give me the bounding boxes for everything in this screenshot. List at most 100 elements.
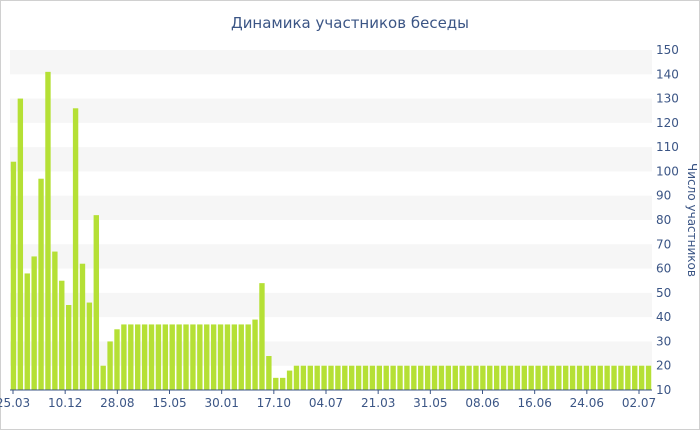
bars <box>10 71 652 391</box>
bar <box>452 365 458 390</box>
y-tick-label: 70 <box>656 237 671 251</box>
grid-band <box>10 195 652 220</box>
bar <box>362 365 369 390</box>
bar <box>549 365 555 390</box>
bar <box>404 365 410 390</box>
x-tick-label: 16.06 <box>517 396 551 410</box>
bar <box>72 108 79 390</box>
bar <box>204 324 210 390</box>
x-tick-label: 28.08 <box>100 396 134 410</box>
bar <box>445 365 452 390</box>
bar <box>569 365 576 390</box>
bar <box>293 365 300 390</box>
grid-bands <box>10 50 652 366</box>
bar <box>231 324 238 390</box>
bar <box>252 319 258 390</box>
bar <box>507 365 514 390</box>
bar <box>328 365 334 390</box>
bar <box>638 365 645 390</box>
bar <box>135 324 141 390</box>
bar <box>162 324 169 390</box>
bar <box>183 324 189 390</box>
bar <box>632 365 638 390</box>
bar <box>121 324 127 390</box>
y-tick-label: 90 <box>656 189 671 203</box>
bar <box>24 273 30 390</box>
y-tick-label: 130 <box>656 92 679 106</box>
bar <box>190 324 196 390</box>
y-tick-label: 60 <box>656 262 671 276</box>
bar <box>590 365 597 390</box>
bar <box>418 365 424 390</box>
bar <box>349 365 355 390</box>
bar <box>217 324 224 390</box>
y-tick-label: 80 <box>656 213 671 227</box>
bar <box>286 370 293 390</box>
bar <box>438 365 445 390</box>
bar <box>300 365 307 390</box>
bar <box>238 324 244 390</box>
y-tick-label: 100 <box>656 164 679 178</box>
bar <box>45 71 51 391</box>
bar <box>500 365 507 390</box>
bar <box>128 324 134 390</box>
x-tick-label: 21.03 <box>361 396 395 410</box>
x-tick-label: 24.06 <box>570 396 604 410</box>
x-tick-label: 04.07 <box>309 396 343 410</box>
bar <box>314 365 320 390</box>
bar <box>618 365 624 390</box>
bar <box>424 365 431 390</box>
grid-band <box>10 292 652 318</box>
bar <box>307 365 313 390</box>
bar <box>604 365 610 390</box>
bar <box>625 365 631 390</box>
bar <box>383 365 389 390</box>
bar <box>480 365 486 390</box>
bar <box>107 341 113 390</box>
bar <box>93 215 99 390</box>
y-tick-label: 110 <box>656 140 679 154</box>
x-tick-label: 17.10 <box>257 396 291 410</box>
bar <box>155 324 162 390</box>
bar <box>197 324 203 390</box>
grid-band <box>10 147 652 172</box>
bar <box>597 365 603 390</box>
bar <box>390 365 396 390</box>
bar <box>335 365 341 390</box>
bar <box>114 329 120 390</box>
bar <box>466 365 472 390</box>
bar <box>31 256 37 390</box>
bar <box>38 178 44 390</box>
bar <box>266 356 272 390</box>
bar <box>210 324 217 390</box>
y-tick-label: 140 <box>656 67 679 81</box>
bar <box>224 324 231 390</box>
bar <box>65 305 72 390</box>
bar <box>169 324 175 390</box>
y-tick-label: 30 <box>656 334 671 348</box>
bar <box>100 365 106 390</box>
x-tick-label: 25.03 <box>0 396 30 410</box>
bar <box>369 365 376 390</box>
y-tick-label: 50 <box>656 286 671 300</box>
bar <box>59 280 65 390</box>
bar <box>321 365 327 390</box>
y-axis-label: Число участников <box>685 163 699 277</box>
bar <box>521 365 527 390</box>
bar <box>411 365 417 390</box>
bar <box>141 324 148 390</box>
bar <box>493 365 500 390</box>
bar <box>245 324 251 390</box>
bar <box>583 365 590 390</box>
bar <box>563 365 569 390</box>
bar <box>576 365 583 390</box>
x-tick-label: 15.05 <box>152 396 186 410</box>
y-tick-label: 10 <box>656 383 671 397</box>
bar <box>556 365 562 390</box>
bar <box>542 365 548 390</box>
bar <box>52 251 58 390</box>
bar <box>176 324 182 390</box>
x-tick-label: 31.05 <box>413 396 447 410</box>
bar <box>279 377 286 390</box>
